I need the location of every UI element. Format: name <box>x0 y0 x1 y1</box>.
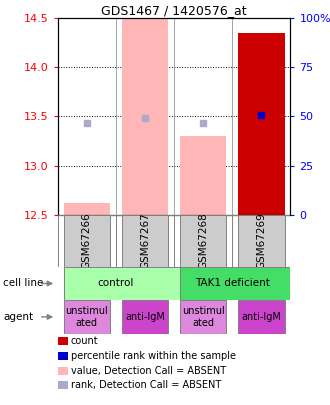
Text: GSM67267: GSM67267 <box>140 213 150 269</box>
Bar <box>238 33 284 215</box>
Text: rank, Detection Call = ABSENT: rank, Detection Call = ABSENT <box>71 380 221 390</box>
Bar <box>122 215 168 267</box>
Text: anti-IgM: anti-IgM <box>241 312 281 322</box>
Text: count: count <box>71 337 99 346</box>
Text: GSM67269: GSM67269 <box>256 213 266 269</box>
Text: unstimul
ated: unstimul ated <box>65 306 108 328</box>
Bar <box>238 300 284 334</box>
Bar <box>122 18 168 215</box>
Text: anti-IgM: anti-IgM <box>125 312 165 322</box>
Bar <box>64 215 110 267</box>
Text: percentile rank within the sample: percentile rank within the sample <box>71 351 236 361</box>
Text: control: control <box>98 279 134 288</box>
Text: TAK1 deficient: TAK1 deficient <box>195 279 270 288</box>
Bar <box>180 136 226 215</box>
Bar <box>64 300 110 334</box>
Bar <box>180 215 226 267</box>
Bar <box>180 300 226 334</box>
Text: unstimul
ated: unstimul ated <box>182 306 224 328</box>
Title: GDS1467 / 1420576_at: GDS1467 / 1420576_at <box>101 4 247 17</box>
Text: cell line: cell line <box>3 279 44 288</box>
Text: value, Detection Call = ABSENT: value, Detection Call = ABSENT <box>71 366 226 375</box>
Text: GSM67268: GSM67268 <box>198 213 208 269</box>
Text: GSM67266: GSM67266 <box>82 213 92 269</box>
Bar <box>64 267 180 300</box>
Bar <box>64 203 110 215</box>
Text: agent: agent <box>3 312 33 322</box>
Bar <box>238 215 284 267</box>
Bar <box>180 267 296 300</box>
Bar <box>122 300 168 334</box>
